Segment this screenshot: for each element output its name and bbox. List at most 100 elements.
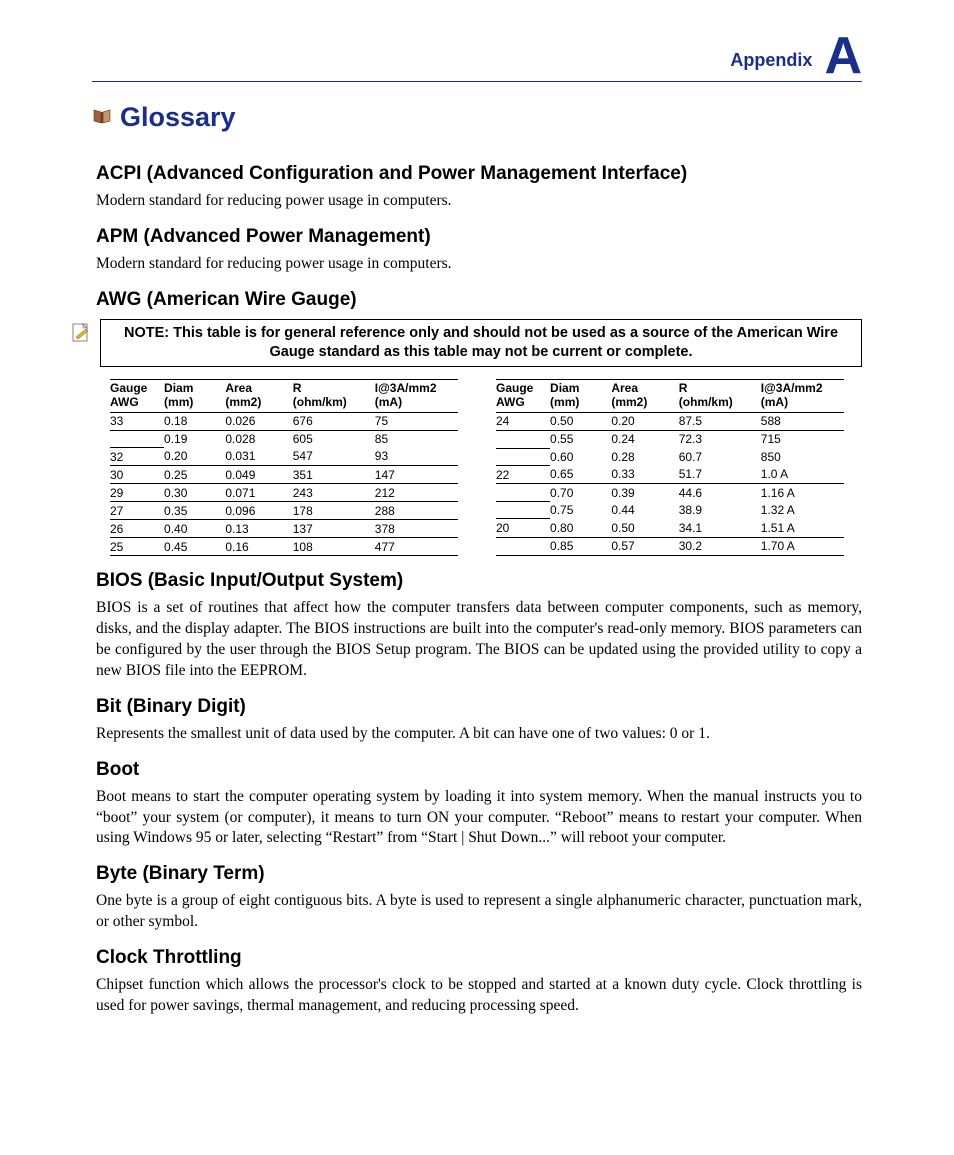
table-cell: 32 <box>110 448 164 466</box>
table-cell: 29 <box>110 484 164 502</box>
table-cell: 44.6 <box>679 484 761 502</box>
table-cell: 0.80 <box>550 519 611 537</box>
table-cell: 1.16 A <box>761 484 844 502</box>
heading-bit: Bit (Binary Digit) <box>96 696 862 718</box>
table-row: 330.180.02667675 <box>110 412 458 430</box>
table-cell: 1.51 A <box>761 519 844 537</box>
col-area: Area(mm2) <box>611 379 678 412</box>
table-cell: 0.18 <box>164 412 225 430</box>
table-cell: 212 <box>375 484 458 502</box>
table-cell <box>496 448 550 465</box>
body-bios: BIOS is a set of routines that affect ho… <box>96 598 862 682</box>
table-row: 0.600.2860.7850 <box>496 448 844 465</box>
table-cell: 0.19 <box>164 430 225 448</box>
body-clock: Chipset function which allows the proces… <box>96 975 862 1017</box>
table-row: 0.750.4438.91.32 A <box>496 502 844 519</box>
body-bit: Represents the smallest unit of data use… <box>96 724 862 745</box>
table-row: 200.800.5034.11.51 A <box>496 519 844 537</box>
table-cell: 0.096 <box>225 502 292 520</box>
table-cell: 0.75 <box>550 502 611 519</box>
content-indent: ACPI (Advanced Configuration and Power M… <box>92 163 862 1017</box>
table-cell: 93 <box>375 448 458 466</box>
col-area: Area(mm2) <box>225 379 292 412</box>
note-icon <box>72 319 90 348</box>
table-cell: 72.3 <box>679 430 761 448</box>
table-row: 240.500.2087.5588 <box>496 412 844 430</box>
table-cell: 30.2 <box>679 537 761 555</box>
heading-boot: Boot <box>96 759 862 781</box>
table-cell: 51.7 <box>679 465 761 483</box>
heading-apm: APM (Advanced Power Management) <box>96 226 862 248</box>
table-cell <box>110 430 164 448</box>
body-boot: Boot means to start the computer operati… <box>96 787 862 850</box>
table-cell: 850 <box>761 448 844 465</box>
heading-byte: Byte (Binary Term) <box>96 863 862 885</box>
table-cell: 0.031 <box>225 448 292 466</box>
col-gauge: GaugeAWG <box>496 379 550 412</box>
table-cell: 0.30 <box>164 484 225 502</box>
table-cell: 25 <box>110 538 164 556</box>
table-cell: 588 <box>761 412 844 430</box>
col-r: R(ohm/km) <box>293 379 375 412</box>
table-cell: 33 <box>110 412 164 430</box>
table-cell: 0.70 <box>550 484 611 502</box>
table-cell: 34.1 <box>679 519 761 537</box>
table-cell: 0.049 <box>225 466 292 484</box>
page-title: Glossary <box>120 102 236 133</box>
table-cell: 0.65 <box>550 465 611 483</box>
table-cell: 477 <box>375 538 458 556</box>
awg-table-right: GaugeAWG Diam(mm) Area(mm2) R(ohm/km) I@… <box>496 379 844 556</box>
table-cell: 0.57 <box>611 537 678 555</box>
table-cell: 1.0 A <box>761 465 844 483</box>
table-cell: 27 <box>110 502 164 520</box>
table-cell: 547 <box>293 448 375 466</box>
col-diam: Diam(mm) <box>164 379 225 412</box>
table-cell: 0.44 <box>611 502 678 519</box>
table-cell: 378 <box>375 520 458 538</box>
table-cell: 1.70 A <box>761 537 844 555</box>
col-i: I@3A/mm2(mA) <box>761 379 844 412</box>
table-cell: 0.13 <box>225 520 292 538</box>
table-cell: 0.026 <box>225 412 292 430</box>
table-cell <box>496 484 550 502</box>
table-cell: 0.16 <box>225 538 292 556</box>
body-apm: Modern standard for reducing power usage… <box>96 254 862 275</box>
table-cell: 715 <box>761 430 844 448</box>
table-row: 260.400.13137378 <box>110 520 458 538</box>
table-row: 320.200.03154793 <box>110 448 458 466</box>
awg-tables: GaugeAWG Diam(mm) Area(mm2) R(ohm/km) I@… <box>96 379 862 556</box>
awg-table-left: GaugeAWG Diam(mm) Area(mm2) R(ohm/km) I@… <box>110 379 458 556</box>
table-cell: 0.20 <box>611 412 678 430</box>
table-cell: 0.20 <box>164 448 225 466</box>
table-row: 270.350.096178288 <box>110 502 458 520</box>
table-cell: 108 <box>293 538 375 556</box>
table-cell: 351 <box>293 466 375 484</box>
table-cell <box>496 430 550 448</box>
table-cell: 1.32 A <box>761 502 844 519</box>
heading-awg: AWG (American Wire Gauge) <box>96 289 862 311</box>
table-row: 220.650.3351.71.0 A <box>496 465 844 483</box>
col-r: R(ohm/km) <box>679 379 761 412</box>
table-cell: 85 <box>375 430 458 448</box>
table-cell: 0.24 <box>611 430 678 448</box>
table-cell: 288 <box>375 502 458 520</box>
book-icon <box>92 107 112 128</box>
table-cell <box>496 502 550 519</box>
table-row: 0.190.02860585 <box>110 430 458 448</box>
table-row: 250.450.16108477 <box>110 538 458 556</box>
table-cell: 0.028 <box>225 430 292 448</box>
table-cell <box>496 537 550 555</box>
table-cell: 0.45 <box>164 538 225 556</box>
col-gauge: GaugeAWG <box>110 379 164 412</box>
table-row: 300.250.049351147 <box>110 466 458 484</box>
table-cell: 0.55 <box>550 430 611 448</box>
table-cell: 26 <box>110 520 164 538</box>
table-cell: 0.50 <box>611 519 678 537</box>
appendix-label: Appendix <box>730 32 812 71</box>
table-cell: 0.39 <box>611 484 678 502</box>
table-row: 0.550.2472.3715 <box>496 430 844 448</box>
table-row: 290.300.071243212 <box>110 484 458 502</box>
table-cell: 0.50 <box>550 412 611 430</box>
appendix-letter: A <box>824 32 862 81</box>
title-row: Glossary <box>92 102 862 133</box>
